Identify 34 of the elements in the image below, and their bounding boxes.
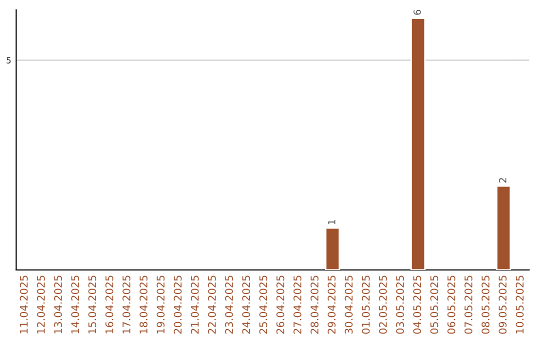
x-tick-label: 07.05.2025 — [464, 276, 472, 334]
x-tick-label: 24.04.2025 — [242, 276, 250, 334]
x-tick-label: 18.04.2025 — [140, 276, 148, 334]
x-tick-label: 26.04.2025 — [276, 276, 284, 334]
x-tick-label: 20.04.2025 — [174, 276, 182, 334]
x-tick-label: 01.05.2025 — [362, 276, 370, 334]
data-label: 1 — [328, 220, 336, 224]
x-tick-label: 19.04.2025 — [156, 276, 165, 334]
x-tick-label: 06.05.2025 — [447, 276, 456, 334]
x-tick-label: 03.05.2025 — [396, 276, 404, 334]
x-tick-label: 05.05.2025 — [430, 276, 438, 334]
x-tick-label: 13.04.2025 — [54, 276, 62, 334]
x-tick-label: 08.05.2025 — [482, 276, 490, 334]
x-tick-label: 09.05.2025 — [498, 276, 507, 334]
data-label: 2 — [499, 178, 506, 183]
x-tick-label: 11.04.2025 — [20, 276, 28, 334]
x-tick-label: 04.05.2025 — [413, 276, 422, 334]
x-tick-label: 22.04.2025 — [208, 276, 216, 334]
x-tick-label: 21.04.2025 — [190, 276, 199, 334]
x-tick-label: 27.04.2025 — [293, 276, 302, 334]
x-tick-label: 16.04.2025 — [105, 276, 114, 334]
x-tick-label: 15.04.2025 — [88, 276, 96, 334]
x-tick-label: 17.04.2025 — [122, 276, 130, 334]
x-tick-label: 14.04.2025 — [71, 276, 80, 334]
x-tick-label: 23.04.2025 — [225, 276, 233, 334]
x-tick-label: 12.04.2025 — [36, 276, 45, 334]
x-tick-label: 29.04.2025 — [328, 276, 336, 334]
data-label: 6 — [414, 10, 421, 15]
x-tick-label: 02.05.2025 — [378, 276, 387, 334]
x-tick-label: 25.04.2025 — [259, 276, 268, 334]
x-tick-label: 10.05.2025 — [516, 276, 524, 334]
x-tick-label: 30.04.2025 — [344, 276, 353, 334]
x-tick-label: 28.04.2025 — [310, 276, 318, 334]
y-tick-label: 5 — [6, 57, 11, 64]
